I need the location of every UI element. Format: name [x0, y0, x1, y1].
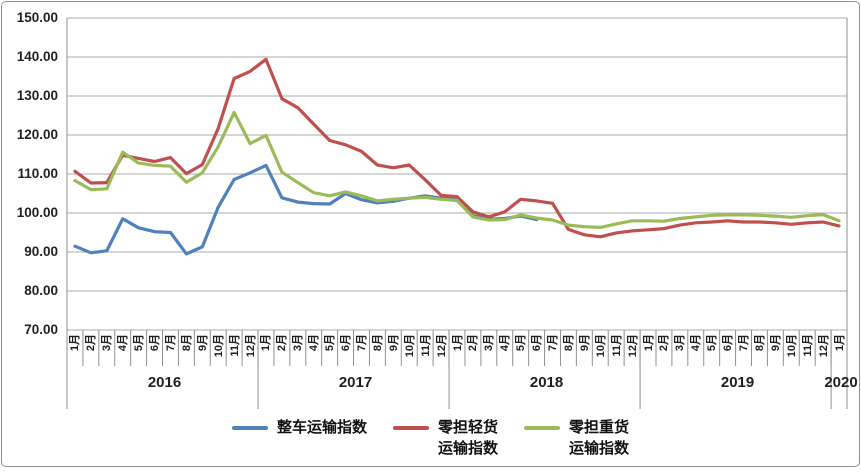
legend-line-swatch-green	[524, 426, 560, 430]
y-axis-tick-label: 120.00	[16, 127, 58, 142]
legend: 整车运输指数 零担轻货 运输指数 零担重货 运输指数	[2, 417, 859, 459]
x-axis-month-label: 3月	[674, 334, 687, 352]
legend-label-line2: 运输指数	[569, 440, 630, 457]
y-axis-tick-label: 140.00	[16, 49, 58, 64]
x-axis-month-label: 4月	[690, 334, 703, 352]
x-axis-month-label: 8月	[753, 334, 766, 352]
x-axis-month-label: 10月	[594, 334, 607, 358]
x-axis-month-label: 9月	[196, 334, 209, 352]
x-axis-month-label: 6月	[149, 334, 162, 352]
y-axis-tick-label: 100.00	[16, 205, 58, 220]
x-axis-month-label: 7月	[355, 334, 368, 352]
x-axis-month-label: 1月	[69, 334, 82, 352]
x-axis-month-label: 1月	[642, 334, 655, 352]
x-axis-month-label: 11月	[801, 334, 814, 357]
x-axis-month-label: 1月	[260, 334, 273, 352]
x-axis-year-label: 2020	[824, 374, 858, 391]
chart-frame: 150.00 140.00 130.00 120.00 110.00 100.00 90.0…	[1, 1, 860, 467]
legend-item-ftl-index: 整车运输指数	[231, 417, 367, 459]
legend-line-swatch-red	[392, 426, 429, 430]
x-axis-month-label: 2月	[85, 334, 98, 352]
x-axis-month-label: 10月	[212, 334, 225, 358]
x-axis-month-label: 4月	[499, 334, 512, 352]
x-axis-month-label: 7月	[164, 334, 177, 352]
series-line-1	[73, 57, 841, 239]
x-axis-year-label: 2018	[529, 374, 564, 391]
x-axis-year-label: 2019	[720, 374, 755, 391]
x-axis-month-label: 3月	[292, 334, 305, 352]
x-axis-month-label: 6月	[340, 334, 353, 352]
x-axis-month-label: 6月	[722, 334, 735, 352]
x-axis-month-label: 5月	[324, 334, 337, 352]
y-axis-tick-label: 110.00	[17, 166, 58, 181]
x-axis-year-label: 2016	[147, 374, 182, 391]
x-axis-month-label: 8月	[180, 334, 193, 352]
legend-line-swatch-blue	[231, 426, 268, 430]
x-axis-month-label: 8月	[371, 334, 384, 352]
x-axis-month-label: 2月	[276, 334, 289, 352]
x-axis-month-label: 12月	[435, 334, 448, 358]
x-axis-month-label: 2月	[658, 334, 671, 352]
x-axis-month-label: 1月	[833, 334, 846, 352]
y-axis-tick-label: 150.00	[16, 10, 58, 25]
x-axis-month-label: 7月	[738, 334, 751, 352]
legend-label: 零担重货	[569, 419, 630, 436]
legend-item-ltl-heavy-index: 零担重货 运输指数	[524, 417, 629, 459]
x-axis-month-label: 5月	[133, 334, 146, 352]
x-axis-month-label: 9月	[578, 334, 591, 352]
x-axis-month-label: 10月	[785, 334, 798, 358]
legend-label-line2: 运输指数	[437, 440, 498, 457]
x-axis-month-label: 12月	[626, 334, 639, 358]
x-axis-month-label: 5月	[706, 334, 719, 352]
y-axis-tick-label: 90.00	[24, 244, 58, 259]
x-axis-month-label: 12月	[817, 334, 830, 358]
x-axis-year-label: 2017	[338, 374, 373, 391]
x-axis-month-label: 3月	[483, 334, 496, 352]
x-axis-month-label: 8月	[562, 334, 575, 352]
x-axis-month-label: 11月	[228, 334, 241, 357]
x-axis-month-label: 1月	[451, 334, 464, 352]
x-axis-month-label: 3月	[101, 334, 114, 352]
x-axis-month-label: 11月	[419, 334, 432, 357]
x-axis-month-label: 10月	[403, 334, 416, 358]
x-axis-month-label: 4月	[117, 334, 130, 352]
legend-item-ltl-light-index: 零担轻货 运输指数	[392, 417, 498, 459]
x-axis-month-label: 4月	[308, 334, 321, 352]
series-line-2	[73, 110, 841, 229]
legend-label: 整车运输指数	[276, 419, 367, 436]
x-axis-month-label: 5月	[515, 334, 528, 352]
x-axis-month-label: 9月	[769, 334, 782, 352]
x-axis-month-label: 7月	[547, 334, 559, 352]
x-axis-month-label: 9月	[387, 334, 400, 352]
x-axis-month-label: 11月	[610, 334, 623, 357]
x-axis-month-label: 12月	[244, 334, 257, 358]
y-axis-tick-label: 70.00	[24, 322, 58, 337]
y-axis-tick-label: 80.00	[24, 283, 58, 298]
y-axis-tick-label: 130.00	[16, 88, 58, 103]
x-axis-month-label: 6月	[531, 334, 544, 352]
legend-label: 零担轻货	[437, 419, 498, 436]
x-axis-month-label: 2月	[467, 334, 480, 352]
